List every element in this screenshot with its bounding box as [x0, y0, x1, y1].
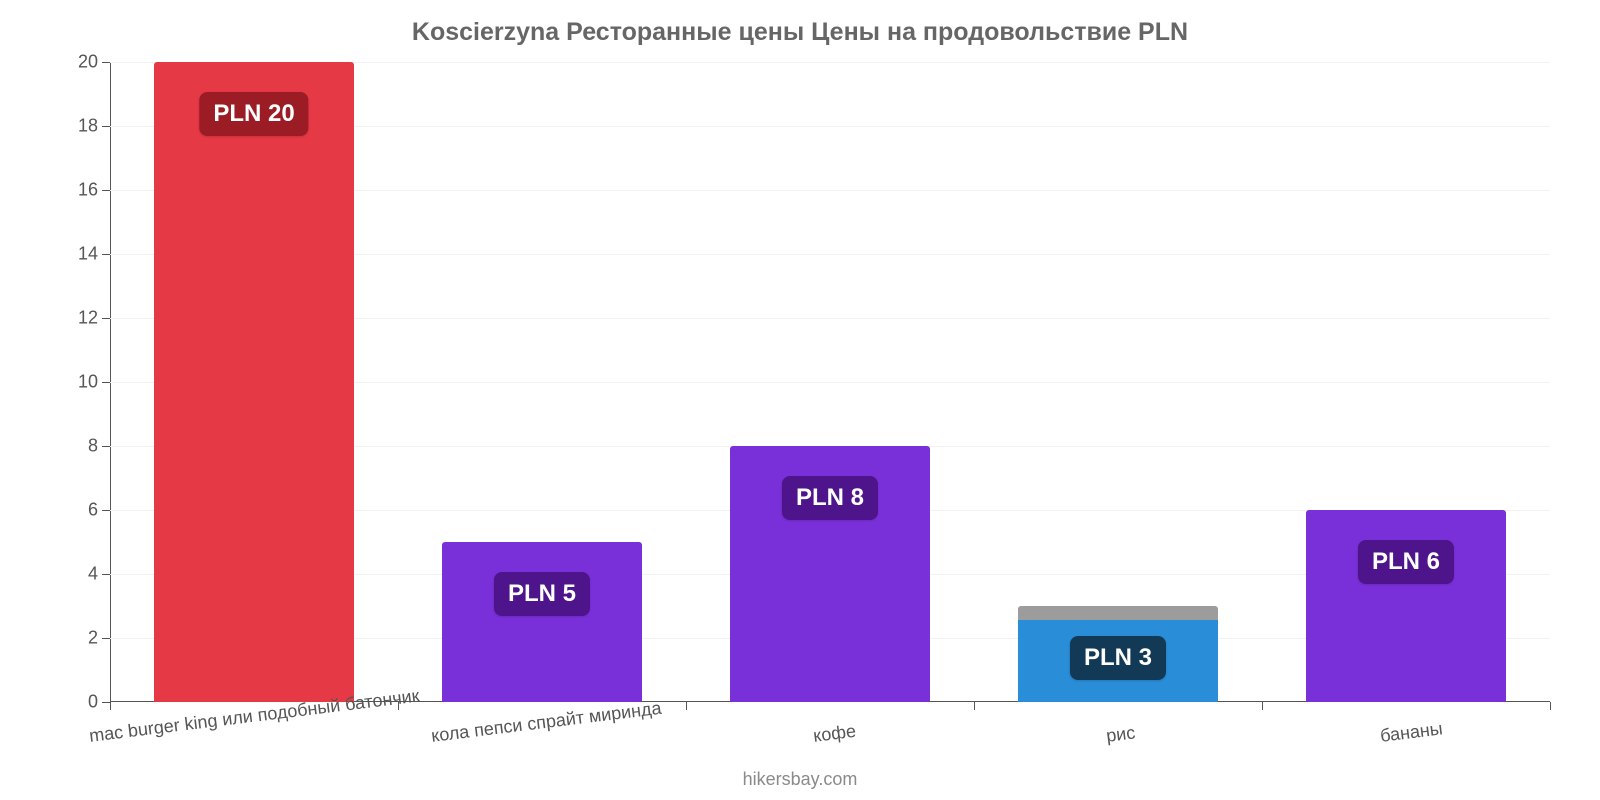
y-tick: [102, 190, 110, 191]
y-tick-label: 12: [78, 308, 98, 329]
value-badge: PLN 3: [1070, 636, 1166, 680]
x-tick: [974, 702, 975, 710]
y-tick: [102, 62, 110, 63]
y-tick-label: 18: [78, 116, 98, 137]
y-tick: [102, 318, 110, 319]
attribution-text: hikersbay.com: [0, 769, 1600, 790]
value-badge: PLN 6: [1358, 540, 1454, 584]
y-tick: [102, 126, 110, 127]
value-badge: PLN 8: [782, 476, 878, 520]
y-tick: [102, 510, 110, 511]
y-tick: [102, 254, 110, 255]
x-tick-label: кола пепси спрайт миринда: [430, 698, 663, 747]
y-tick-label: 6: [88, 500, 98, 521]
value-badge: PLN 5: [494, 572, 590, 616]
x-tick: [1550, 702, 1551, 710]
y-tick-label: 8: [88, 436, 98, 457]
bar: [442, 542, 642, 702]
plot-area: PLN 20 PLN 5 PLN 8 PLN 3 PLN 6: [110, 62, 1550, 702]
y-tick: [102, 638, 110, 639]
price-bar-chart: Koscierzyna Ресторанные цены Цены на про…: [0, 0, 1600, 800]
y-tick-label: 2: [88, 628, 98, 649]
y-tick: [102, 382, 110, 383]
x-tick-label: рис: [1105, 722, 1136, 746]
bar: [1306, 510, 1506, 702]
y-tick-label: 0: [88, 692, 98, 713]
chart-title: Koscierzyna Ресторанные цены Цены на про…: [0, 18, 1600, 47]
x-tick: [1262, 702, 1263, 710]
bars-layer: PLN 20 PLN 5 PLN 8 PLN 3 PLN 6: [110, 62, 1550, 702]
x-tick: [110, 702, 111, 710]
y-tick-label: 4: [88, 564, 98, 585]
y-tick-label: 14: [78, 244, 98, 265]
x-tick-label: кофе: [812, 721, 857, 747]
y-tick: [102, 574, 110, 575]
y-tick-label: 16: [78, 180, 98, 201]
y-tick-label: 20: [78, 52, 98, 73]
bar: [154, 62, 354, 702]
x-tick-label: бананы: [1379, 718, 1444, 746]
y-tick: [102, 446, 110, 447]
x-tick: [686, 702, 687, 710]
value-badge: PLN 20: [199, 92, 308, 136]
y-tick: [102, 702, 110, 703]
y-tick-label: 10: [78, 372, 98, 393]
